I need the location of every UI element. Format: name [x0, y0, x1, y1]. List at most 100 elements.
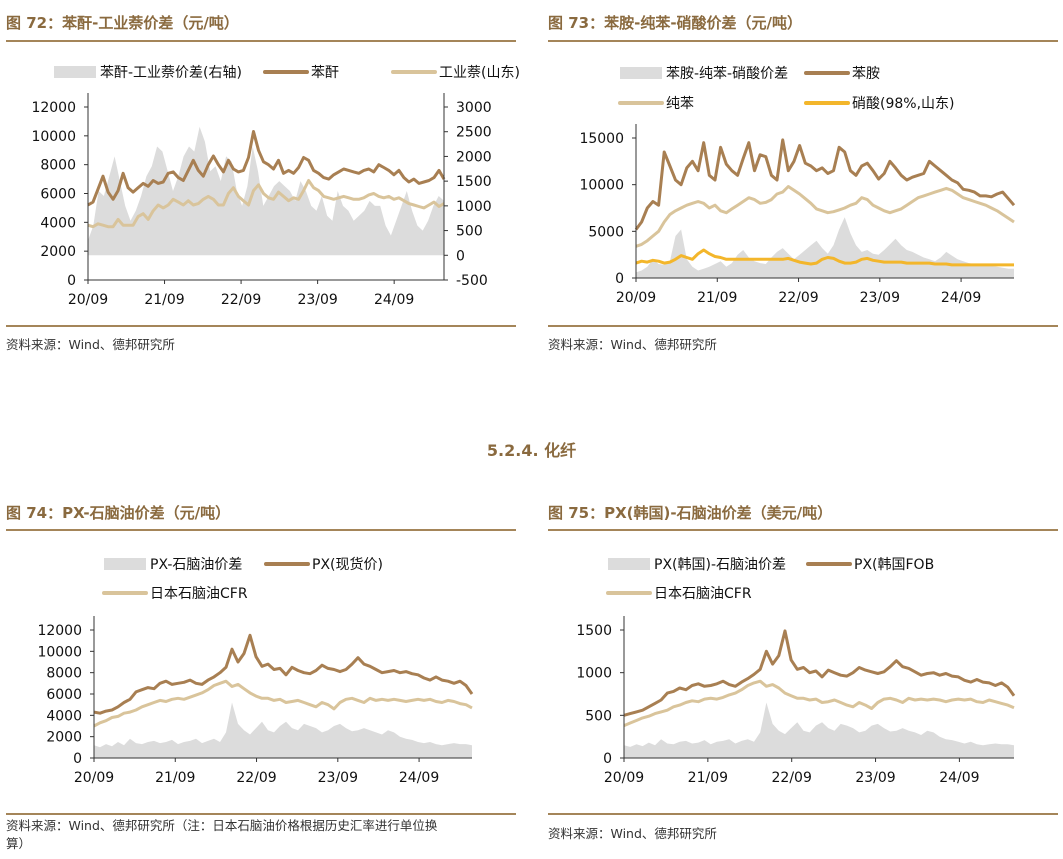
- x-tick-label: 21/09: [144, 292, 184, 308]
- y-tick-label: 5000: [588, 224, 624, 240]
- chart-74: 12000 10000 8000 6000 4000 2000 0 20/09 21/09 22/…: [37, 556, 474, 786]
- series-area: [636, 217, 1014, 278]
- y-tick-label: 12000: [31, 100, 76, 116]
- x-tick-label: 21/09: [155, 770, 195, 786]
- x-tick-label: 20/09: [68, 292, 108, 308]
- source-note-wrap: 算）: [6, 836, 32, 851]
- legend-label: PX(现货价): [312, 556, 383, 573]
- chart-panel-73: 图 73：苯胺-纯苯-硝酸价差（元/吨） 15000 10000 5000 0 20/0…: [548, 0, 1058, 360]
- y-tick-label: 15000: [579, 131, 624, 147]
- source-rule: [548, 325, 1058, 327]
- series-area: [88, 126, 444, 256]
- legend-label: 工业萘(山东): [439, 65, 520, 81]
- series-line: [623, 679, 1015, 727]
- legend-label: 苯胺-纯苯-硝酸价差: [666, 65, 788, 82]
- y-tick-label: 4000: [46, 708, 82, 724]
- chart-73: 15000 10000 5000 0 20/09 21/09 22/09 23/09 24/09…: [579, 65, 1016, 306]
- y-tick-label: 0: [615, 271, 624, 287]
- source-rule: [6, 325, 516, 327]
- source-note: 资料来源：Wind、德邦研究所: [548, 337, 717, 352]
- legend: 苯酐-工业萘价差(右轴) 苯酐 工业萘(山东): [54, 64, 520, 81]
- y-tick-label-right: 3000: [456, 100, 492, 116]
- series-line: [635, 185, 1015, 248]
- x-tick-label: 23/09: [297, 292, 337, 308]
- legend-label: PX-石脑油价差: [150, 557, 242, 573]
- chart-panel-75: 图 75：PX(韩国)-石脑油价差（美元/吨） 1500 1000 500 0 20/0…: [548, 496, 1058, 859]
- chart-title: 图 72：苯酐-工业萘价差（元/吨）: [6, 14, 239, 32]
- series-line: [634, 138, 1016, 231]
- legend: PX(韩国)-石脑油价差 PX(韩国FOB 日本石脑油CFR: [606, 557, 934, 602]
- series-area: [94, 702, 472, 758]
- chart-72: 1200010000800060004000200003000250020001…: [31, 64, 519, 308]
- x-tick-label: 22/09: [778, 290, 818, 306]
- chart-panel-74: 图 74：PX-石脑油价差（元/吨） 12000 10000 8000 6000 400…: [6, 496, 516, 859]
- chart-75: 1500 1000 500 0 20/09 21/09 22/09 23/09 24/09 PX(…: [576, 557, 1016, 786]
- legend-label: PX(韩国)-石脑油价差: [654, 557, 786, 573]
- y-tick-label-right: 0: [456, 248, 465, 264]
- legend-label: PX(韩国FOB: [854, 557, 934, 573]
- y-tick-label-right: 1000: [456, 199, 492, 215]
- title-rule: [6, 529, 516, 531]
- y-tick-label: 0: [67, 273, 76, 289]
- x-tick-label: 20/09: [616, 290, 656, 306]
- x-tick-label: 24/09: [374, 292, 414, 308]
- y-tick-label: 500: [585, 708, 612, 724]
- x-tick-label: 23/09: [860, 290, 900, 306]
- y-tick-label-right: 1500: [456, 174, 492, 190]
- series-line: [635, 248, 1014, 267]
- y-tick-label: 6000: [46, 687, 82, 703]
- x-tick-label: 21/09: [697, 290, 737, 306]
- source-rule: [548, 813, 1058, 815]
- chart-title: 图 74：PX-石脑油价差（元/吨）: [6, 504, 231, 522]
- x-tick-label: 24/09: [939, 770, 979, 786]
- legend-label: 日本石脑油CFR: [654, 586, 752, 602]
- chart-title: 图 75：PX(韩国)-石脑油价差（美元/吨）: [548, 504, 833, 522]
- y-tick-label-right: 500: [456, 224, 483, 240]
- y-tick-label: 4000: [40, 215, 76, 231]
- chart-title: 图 73：苯胺-纯苯-硝酸价差（元/吨）: [548, 14, 803, 32]
- y-tick-label: 6000: [40, 187, 76, 203]
- y-tick-label: 0: [73, 751, 82, 767]
- y-tick-label: 1500: [576, 623, 612, 639]
- source-rule: [6, 813, 516, 815]
- legend-label: 苯酐-工业萘价差(右轴): [100, 64, 242, 81]
- legend: PX-石脑油价差 PX(现货价) 日本石脑油CFR: [102, 556, 383, 602]
- legend-swatch-area: [104, 558, 146, 570]
- series-line: [93, 633, 474, 715]
- y-tick-label-right: 2500: [456, 125, 492, 141]
- legend-swatch-area: [608, 558, 650, 570]
- series-line: [93, 679, 473, 728]
- legend-swatch-area: [620, 67, 662, 79]
- source-note: 资料来源：Wind、德邦研究所: [548, 826, 717, 841]
- source-note: 资料来源：Wind、德邦研究所: [6, 337, 175, 352]
- y-tick-label: 2000: [40, 244, 76, 260]
- section-title: 5.2.4. 化纤: [486, 441, 577, 460]
- x-tick-label: 24/09: [399, 770, 439, 786]
- legend-label: 纯苯: [666, 95, 694, 112]
- y-tick-label: 2000: [46, 730, 82, 746]
- x-tick-label: 24/09: [941, 290, 981, 306]
- title-rule: [548, 529, 1058, 531]
- series-line: [623, 629, 1016, 717]
- y-tick-label: 10000: [31, 129, 76, 145]
- x-tick-label: 20/09: [604, 770, 644, 786]
- x-tick-label: 20/09: [74, 770, 114, 786]
- legend-label: 日本石脑油CFR: [150, 586, 248, 602]
- y-tick-label: 1000: [576, 666, 612, 682]
- series-area: [624, 702, 1014, 758]
- x-tick-label: 22/09: [221, 292, 261, 308]
- legend-swatch-area: [54, 66, 96, 78]
- chart-panel-72: 图 72：苯酐-工业萘价差（元/吨） 12000 10000 8000 6000 400…: [6, 0, 520, 360]
- series-line: [87, 179, 445, 229]
- x-tick-label: 22/09: [236, 770, 276, 786]
- x-tick-label: 23/09: [855, 770, 895, 786]
- x-tick-label: 23/09: [318, 770, 358, 786]
- x-tick-label: 21/09: [688, 770, 728, 786]
- title-rule: [548, 40, 1058, 42]
- legend-label: 苯胺: [852, 65, 880, 82]
- y-tick-label-right: -500: [456, 273, 488, 289]
- series-line: [87, 130, 446, 207]
- legend-label: 苯酐: [311, 64, 339, 81]
- x-tick-label: 22/09: [772, 770, 812, 786]
